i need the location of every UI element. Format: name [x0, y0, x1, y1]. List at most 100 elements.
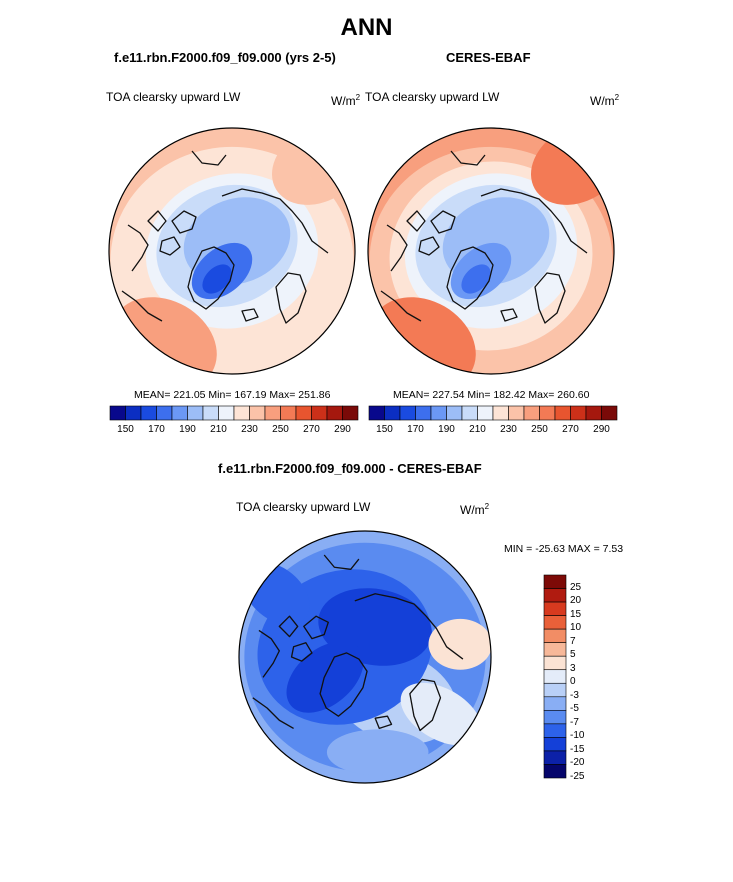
- diff-variable-label: TOA clearsky upward LW: [236, 500, 371, 514]
- colorbar-tick-label: 270: [303, 424, 320, 435]
- coastline: [323, 554, 360, 570]
- colorbar-bin: [384, 405, 401, 421]
- model-variable-label: TOA clearsky upward LW: [106, 90, 241, 104]
- colorbar-bin: [218, 405, 235, 421]
- colorbar-tick-label: 230: [241, 424, 258, 435]
- colorbar-bin: [125, 405, 142, 421]
- diff-polar-map: [238, 530, 492, 784]
- colorbar-bin: [140, 405, 157, 421]
- colorbar-tick-label: -5: [570, 703, 579, 715]
- obs-variable-label: TOA clearsky upward LW: [365, 90, 500, 104]
- colorbar-tick-label: 10: [570, 622, 582, 634]
- colorbar-bin: [543, 655, 567, 671]
- colorbar-bin: [399, 405, 416, 421]
- colorbar-bin: [543, 696, 567, 711]
- colorbar-bin: [109, 405, 126, 421]
- coastline: [446, 246, 494, 310]
- coastline: [374, 715, 393, 730]
- colorbar-bin: [585, 405, 602, 421]
- colorbar-tick-label: 25: [570, 581, 582, 593]
- colorbar-bin: [187, 405, 204, 421]
- colorbar-tick-label: 210: [210, 424, 227, 435]
- coastline: [252, 697, 294, 729]
- colorbar-tick-label: -25: [570, 771, 585, 782]
- colorbar-tick-label: 270: [562, 424, 579, 435]
- coastline: [450, 150, 486, 166]
- coastline: [319, 652, 368, 717]
- coastline: [127, 224, 149, 272]
- colorbar-tick-label: 150: [376, 424, 393, 435]
- coastline: [409, 678, 442, 732]
- colorbar-bin: [461, 405, 478, 421]
- colorbar-bin: [539, 405, 556, 421]
- colorbar-tick-label: -15: [570, 743, 585, 755]
- coastline: [380, 290, 422, 322]
- colorbar-bin: [280, 405, 297, 421]
- colorbar-bin: [156, 405, 173, 421]
- colorbar-bin: [543, 710, 567, 725]
- coastline: [500, 308, 518, 322]
- coastline: [147, 210, 167, 232]
- map-border: [108, 127, 356, 375]
- colorbar-bin: [311, 405, 328, 421]
- coastline: [191, 150, 227, 166]
- colorbar-tick-label: 170: [148, 424, 165, 435]
- colorbar-bin: [543, 574, 567, 589]
- diff-colorbar: [543, 574, 567, 779]
- colorbar-tick-label: -7: [570, 716, 579, 728]
- coastline: [241, 308, 259, 322]
- obs-units: W/m2: [590, 93, 620, 108]
- colorbar-bin: [543, 682, 567, 698]
- map-border: [238, 530, 492, 784]
- colorbar-tick-label: 290: [593, 424, 610, 435]
- model-panel-title: f.e11.rbn.F2000.f09_f09.000 (yrs 2-5): [114, 50, 336, 65]
- colorbar-tick-label: -10: [570, 730, 585, 742]
- page-title: ANN: [340, 14, 393, 41]
- colorbar-bin: [523, 405, 540, 421]
- model-colorbar: [109, 405, 359, 421]
- model-units: W/m2: [331, 93, 361, 108]
- diff-stats: MIN = -25.63 MAX = 7.53: [504, 543, 624, 555]
- colorbar-bin: [543, 601, 567, 616]
- colorbar-tick-label: 20: [570, 595, 582, 607]
- map-border: [367, 127, 615, 375]
- colorbar-bin: [543, 642, 567, 657]
- colorbar-bin: [508, 405, 525, 421]
- colorbar-tick-label: 150: [117, 424, 134, 435]
- coastline: [290, 642, 313, 662]
- model-polar-map: [108, 127, 356, 375]
- field-contour: [202, 264, 232, 294]
- diff-units: W/m2: [460, 502, 490, 517]
- colorbar-bin: [543, 764, 567, 779]
- colorbar-bin: [202, 405, 219, 421]
- colorbar-bin: [492, 405, 509, 421]
- colorbar-bin: [543, 750, 567, 765]
- colorbar-tick-label: 7: [570, 635, 576, 647]
- colorbar-bin: [295, 405, 312, 421]
- colorbar-bin: [543, 669, 567, 684]
- colorbar-bin: [233, 405, 250, 421]
- coastline: [534, 272, 566, 324]
- obs-stats: MEAN= 227.54 Min= 182.42 Max= 260.60: [393, 389, 590, 401]
- colorbar-bin: [446, 405, 463, 421]
- coastline: [258, 629, 280, 678]
- diff-panel-title: f.e11.rbn.F2000.f09_f09.000 - CERES-EBAF: [218, 461, 482, 476]
- colorbar-tick-label: -3: [570, 689, 579, 701]
- colorbar-tick-label: 190: [179, 424, 196, 435]
- colorbar-tick-label: 15: [570, 608, 582, 620]
- colorbar-bin: [543, 723, 567, 738]
- colorbar-bin: [570, 405, 587, 421]
- colorbar-bin: [477, 405, 494, 421]
- model-colorbar-ticks: 150 170 190 210 230 250 270 290: [110, 424, 358, 438]
- coastline: [121, 290, 163, 322]
- colorbar-bin: [543, 628, 567, 643]
- coastline: [171, 210, 197, 234]
- colorbar-bin: [171, 405, 188, 421]
- colorbar-tick-label: 170: [407, 424, 424, 435]
- colorbar-tick-label: 5: [570, 649, 576, 661]
- colorbar-bin: [430, 405, 447, 421]
- colorbar-tick-label: 250: [272, 424, 289, 435]
- colorbar-tick-label: 250: [531, 424, 548, 435]
- field-contour: [461, 264, 491, 294]
- field-contour: [428, 618, 491, 670]
